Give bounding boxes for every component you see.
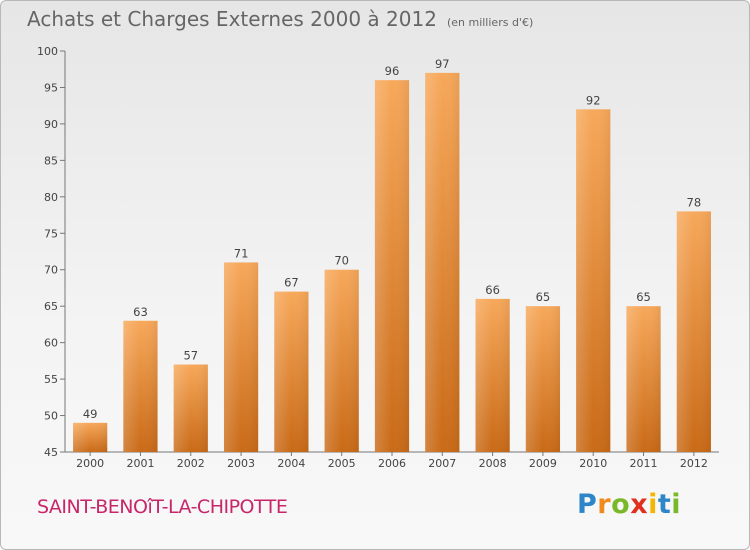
bar-shading [576, 109, 611, 452]
bar-value-label: 65 [636, 290, 651, 304]
bar-shading [676, 211, 711, 452]
x-tick-label: 2000 [76, 457, 104, 470]
y-tick-label: 95 [44, 81, 58, 94]
bar-shading [475, 298, 510, 452]
y-tick-label: 100 [37, 45, 58, 58]
x-tick-label: 2010 [579, 457, 607, 470]
y-tick-label: 75 [44, 227, 58, 240]
bars: 49 63 57 71 67 70 96 97 66 65 92 65 78 [73, 57, 711, 452]
x-tick-label: 2005 [328, 457, 356, 470]
bar-value-label: 63 [133, 305, 148, 319]
x-tick-label: 2009 [529, 457, 557, 470]
bar-value-label: 57 [183, 349, 198, 363]
x-tick-label: 2011 [630, 457, 658, 470]
bar-value-label: 92 [586, 93, 601, 107]
bar-shading [324, 269, 359, 452]
logo-letter: x [630, 489, 649, 520]
y-tick-label: 55 [44, 373, 58, 386]
bar-value-label: 66 [485, 283, 500, 297]
y-tick-label: 80 [44, 191, 58, 204]
x-tick-label: 2006 [378, 457, 406, 470]
x-tick-label: 2003 [227, 457, 255, 470]
bar-shading [425, 72, 460, 452]
chart-title: Achats et Charges Externes 2000 à 2012 (e… [27, 7, 533, 31]
x-tick-label: 2012 [680, 457, 708, 470]
logo-letter: r [597, 489, 612, 520]
logo-letter: o [611, 489, 631, 520]
y-tick-label: 90 [44, 118, 58, 131]
bar-value-label: 97 [435, 57, 450, 71]
y-tick-label: 70 [44, 264, 58, 277]
x-tick-label: 2002 [177, 457, 205, 470]
logo-letter: i [648, 489, 658, 520]
chart-title-text: Achats et Charges Externes 2000 à 2012 [27, 7, 437, 31]
logo-letter: P [577, 489, 598, 520]
bar-shading [73, 422, 108, 452]
bar-value-label: 78 [687, 195, 702, 209]
bar-value-label: 65 [536, 290, 551, 304]
x-tick-label: 2001 [126, 457, 154, 470]
bar-shading [525, 306, 561, 452]
x-tick-label: 2008 [479, 457, 507, 470]
bar-value-label: 70 [334, 254, 349, 268]
bar-shading [123, 320, 158, 452]
proxiti-logo: Proxiti [577, 489, 681, 520]
y-tick-label: 60 [44, 337, 58, 350]
x-tick-label: 2004 [277, 457, 305, 470]
bar-value-label: 49 [83, 407, 98, 421]
bar-shading [173, 364, 208, 452]
commune-name: SAINT-BENOîT-LA-CHIPOTTE [37, 496, 288, 518]
bar-shading [223, 262, 259, 452]
bar-value-label: 71 [234, 246, 249, 260]
x-tick-label: 2007 [428, 457, 456, 470]
y-tick-label: 85 [44, 154, 58, 167]
x-axis: 2000 2001 2002 2003 2004 2005 2006 2007 2008 2009… [65, 451, 719, 470]
logo-letter: i [671, 489, 682, 520]
logo-letter: t [657, 489, 672, 520]
bar-value-label: 96 [385, 64, 400, 78]
bar-value-label: 67 [284, 276, 299, 290]
y-tick-label: 65 [44, 300, 58, 313]
bar-shading [374, 80, 410, 452]
y-axis: 45 50 55 60 65 70 75 80 85 90 95 100 [37, 45, 66, 459]
bar-shading [626, 306, 661, 452]
y-tick-label: 45 [44, 446, 58, 459]
y-tick-label: 50 [44, 410, 58, 423]
bar-shading [274, 291, 309, 452]
unit-note: (en milliers d'€) [446, 16, 534, 29]
